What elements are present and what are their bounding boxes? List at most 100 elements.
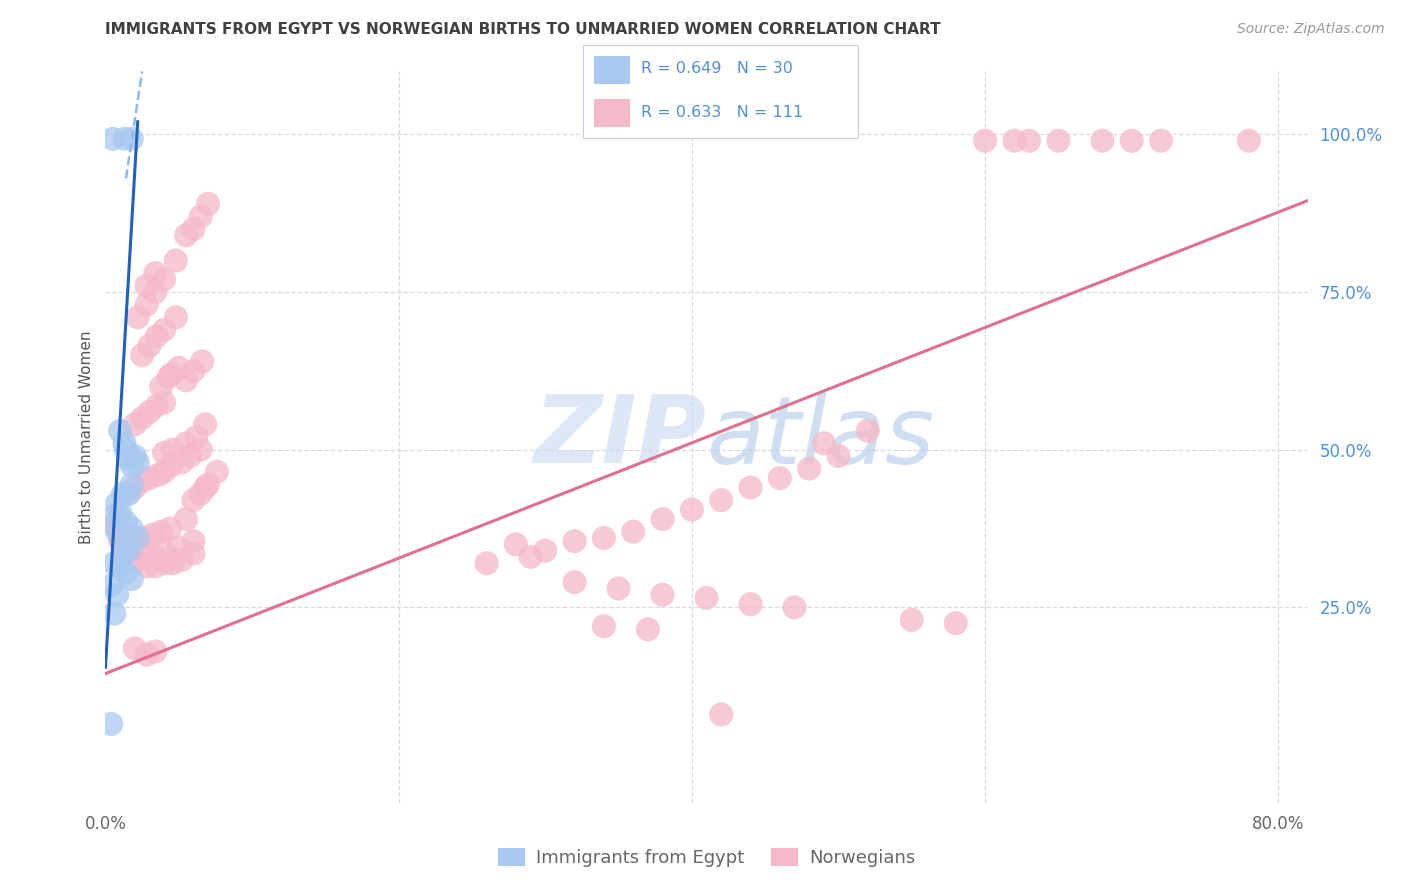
Point bbox=[183, 222, 205, 236]
Point bbox=[131, 474, 153, 488]
Point bbox=[974, 134, 997, 148]
Point bbox=[205, 465, 228, 479]
Point bbox=[118, 452, 141, 467]
Point bbox=[1150, 134, 1173, 148]
Point bbox=[131, 411, 153, 425]
Point bbox=[143, 549, 166, 564]
Point bbox=[170, 553, 193, 567]
Point bbox=[135, 648, 157, 662]
Point bbox=[103, 518, 125, 533]
Point bbox=[194, 417, 217, 432]
Point bbox=[153, 272, 176, 286]
Point bbox=[138, 405, 160, 419]
Text: IMMIGRANTS FROM EGYPT VS NORWEGIAN BIRTHS TO UNMARRIED WOMEN CORRELATION CHART: IMMIGRANTS FROM EGYPT VS NORWEGIAN BIRTH… bbox=[105, 22, 941, 37]
Point bbox=[143, 559, 166, 574]
Point bbox=[695, 591, 717, 605]
Point bbox=[740, 481, 762, 495]
Point bbox=[153, 465, 176, 479]
Point bbox=[160, 367, 183, 381]
Point bbox=[1047, 134, 1070, 148]
Point bbox=[945, 616, 967, 631]
Point bbox=[190, 210, 212, 224]
Point bbox=[651, 588, 673, 602]
Point bbox=[114, 436, 136, 450]
Point bbox=[783, 600, 806, 615]
Point bbox=[131, 348, 153, 362]
Point bbox=[115, 442, 138, 457]
Text: Source: ZipAtlas.com: Source: ZipAtlas.com bbox=[1237, 22, 1385, 37]
Point bbox=[710, 493, 733, 508]
Text: ZIP: ZIP bbox=[534, 391, 707, 483]
Point bbox=[621, 524, 644, 539]
Point bbox=[153, 543, 176, 558]
Point bbox=[607, 582, 630, 596]
Point bbox=[681, 502, 703, 516]
Point bbox=[103, 556, 125, 570]
Point bbox=[117, 487, 139, 501]
Point bbox=[564, 534, 586, 549]
Point bbox=[108, 559, 131, 574]
Point bbox=[159, 521, 181, 535]
Point bbox=[1018, 134, 1040, 148]
Point bbox=[112, 487, 135, 501]
Point bbox=[138, 339, 160, 353]
Point bbox=[160, 458, 183, 473]
Point bbox=[183, 364, 205, 378]
Point bbox=[124, 417, 146, 432]
Point bbox=[856, 424, 879, 438]
Point bbox=[103, 508, 125, 523]
Point bbox=[150, 524, 173, 539]
Point bbox=[143, 644, 166, 658]
Point bbox=[710, 707, 733, 722]
Point bbox=[174, 512, 197, 526]
Point bbox=[118, 543, 141, 558]
Point bbox=[162, 442, 184, 457]
Point bbox=[183, 493, 205, 508]
Point bbox=[1091, 134, 1114, 148]
Legend: Immigrants from Egypt, Norwegians: Immigrants from Egypt, Norwegians bbox=[491, 840, 922, 874]
Point bbox=[165, 310, 187, 325]
Point bbox=[118, 487, 141, 501]
Point bbox=[153, 395, 176, 409]
Point bbox=[100, 578, 122, 592]
Point bbox=[519, 549, 541, 564]
Point bbox=[194, 481, 217, 495]
Point bbox=[105, 496, 128, 510]
Point bbox=[505, 537, 527, 551]
Point bbox=[124, 531, 146, 545]
Point bbox=[593, 531, 616, 545]
Point bbox=[135, 549, 157, 564]
Point bbox=[100, 717, 122, 731]
Point bbox=[135, 559, 157, 574]
Point bbox=[114, 132, 136, 146]
Point bbox=[101, 132, 124, 146]
Point bbox=[183, 534, 205, 549]
Point bbox=[127, 553, 149, 567]
Point bbox=[637, 623, 659, 637]
Point bbox=[162, 556, 184, 570]
Point bbox=[112, 541, 135, 555]
Point bbox=[138, 471, 160, 485]
Text: R = 0.633   N = 111: R = 0.633 N = 111 bbox=[641, 104, 803, 120]
Point bbox=[769, 471, 792, 485]
Point bbox=[197, 196, 219, 211]
Point bbox=[153, 446, 176, 460]
Point bbox=[145, 329, 167, 343]
Point bbox=[167, 360, 190, 375]
Point bbox=[167, 541, 190, 555]
Point bbox=[127, 455, 149, 469]
Point bbox=[115, 566, 138, 580]
Point bbox=[740, 597, 762, 611]
Point bbox=[121, 521, 143, 535]
Point bbox=[124, 481, 146, 495]
Point bbox=[827, 449, 849, 463]
Point bbox=[564, 575, 586, 590]
Point bbox=[1002, 134, 1025, 148]
Point bbox=[143, 266, 166, 280]
Point bbox=[121, 458, 143, 473]
Point bbox=[179, 449, 201, 463]
Point bbox=[813, 436, 835, 450]
Point bbox=[183, 547, 205, 561]
Point bbox=[118, 543, 141, 558]
Point bbox=[174, 436, 197, 450]
